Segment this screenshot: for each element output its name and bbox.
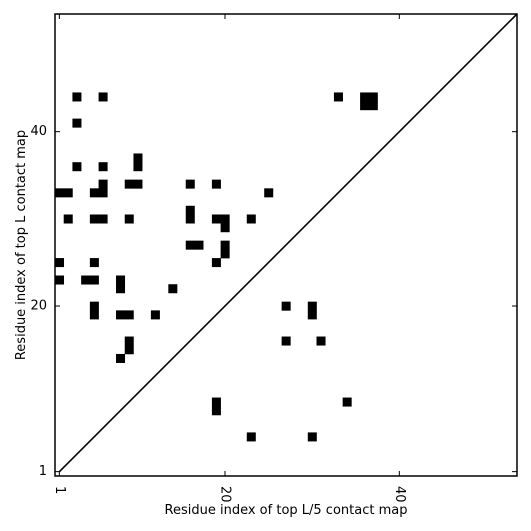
contact-cell [89,214,99,224]
contact-cell [316,336,326,346]
contact-cell [89,310,99,320]
contact-cell [89,275,99,285]
contact-cell [246,214,256,224]
contact-cell [55,258,65,268]
plot-area [54,13,518,477]
contact-cell [116,353,126,363]
diagonal-line [58,13,518,473]
contact-cell [98,188,108,198]
contact-cell [72,162,82,172]
contact-cell [124,214,134,224]
contact-cell [81,275,91,285]
x-tick-label: 20 [217,486,232,503]
contact-cell [307,432,317,442]
contact-cell [98,162,108,172]
contact-cell [168,284,178,294]
contact-cell [89,258,99,268]
contact-cell [368,101,378,111]
plot-frame [54,13,518,477]
contact-cell [63,188,73,198]
contact-cell [116,310,126,320]
contact-cell [307,301,317,311]
contact-cell [220,214,230,224]
contact-cell [342,397,352,407]
contact-cell [333,92,343,102]
contact-cell [133,153,143,163]
contact-cell [98,214,108,224]
contact-cell [124,179,134,189]
contact-cell [360,101,370,111]
contact-cell [281,336,291,346]
contact-cell [211,214,221,224]
contact-cell [124,345,134,355]
contact-cell [185,214,195,224]
contact-cell [211,397,221,407]
contact-cell [150,310,160,320]
x-tick-label: 40 [392,486,407,503]
x-tick-label: 1 [52,486,67,494]
contact-cell [72,118,82,128]
contact-cell [72,92,82,102]
contact-cell [211,179,221,189]
contact-cell [194,240,204,250]
ticks-layer: 1 20 40 1 20 40 [30,14,517,503]
y-axis-label: Residue index of top L contact map [14,130,29,360]
contact-cell [55,188,65,198]
contact-cell [116,284,126,294]
contact-cell [55,275,65,285]
contact-cell [89,188,99,198]
contact-cell [124,310,134,320]
contact-cell [116,275,126,285]
y-tick-label: 40 [30,124,47,139]
y-tick-label: 20 [30,299,47,314]
contact-cell [98,179,108,189]
contact-cell [185,205,195,215]
contact-cell [220,223,230,233]
contact-cell [246,432,256,442]
contacts-layer [55,92,378,442]
contact-cell [211,406,221,416]
contact-cell [307,310,317,320]
contact-cell [185,179,195,189]
contact-cell [220,249,230,259]
contact-cell [89,301,99,311]
contact-cell [220,240,230,250]
contact-cell [124,336,134,346]
contact-cell [133,179,143,189]
contact-cell [281,301,291,311]
x-axis-label: Residue index of top L/5 contact map [165,503,408,518]
contact-cell [185,240,195,250]
contact-cell [63,214,73,224]
contact-cell [98,92,108,102]
contact-cell [368,92,378,102]
contact-cell [264,188,274,198]
y-tick-label: 1 [39,464,47,479]
contact-cell [360,92,370,102]
contact-cell [133,162,143,172]
contact-cell [211,258,221,268]
